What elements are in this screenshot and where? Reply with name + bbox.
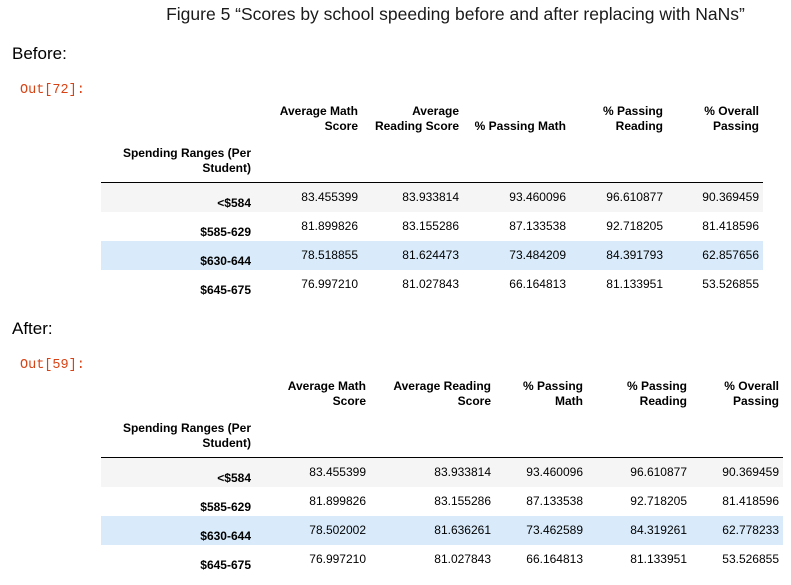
row-label: <$584 (217, 470, 251, 485)
before-col-header: Average Math Score (279, 104, 358, 133)
cell: 83.155286 (434, 494, 491, 508)
cell: 62.857656 (702, 248, 759, 262)
cell: 87.133538 (509, 219, 566, 233)
table-row: $645-675 76.997210 81.027843 66.164813 8… (101, 269, 763, 299)
cell: 81.899826 (309, 494, 366, 508)
cell: 81.899826 (301, 219, 358, 233)
cell: 93.460096 (526, 465, 583, 480)
figure-title: Figure 5 “Scores by school speeding befo… (166, 4, 745, 24)
cell: 90.369459 (722, 465, 779, 480)
after-dataframe: Average Math Score Average Reading Score… (101, 375, 783, 574)
cell: 78.518855 (301, 248, 358, 262)
before-index-name-row: Spending Ranges (Per Student) (101, 134, 763, 183)
table-row: $645-675 76.997210 81.027843 66.164813 8… (101, 544, 783, 574)
cell: 81.418596 (702, 219, 759, 233)
cell: 66.164813 (509, 277, 566, 291)
cell: 81.027843 (402, 277, 459, 291)
cell: 84.319261 (630, 523, 687, 537)
cell: 73.484209 (509, 248, 566, 262)
after-index-name-row: Spending Ranges (Per Student) (101, 409, 783, 458)
cell: 66.164813 (526, 552, 583, 566)
after-index-name: Spending Ranges (Per Student) (122, 421, 251, 450)
cell: 83.933814 (402, 190, 459, 205)
cell: 93.460096 (509, 190, 566, 205)
cell: 81.027843 (434, 552, 491, 566)
cell: 92.718205 (630, 494, 687, 508)
row-label: $630-644 (200, 528, 251, 543)
cell: 83.933814 (434, 465, 491, 480)
cell: 83.455399 (301, 190, 358, 205)
after-out-prompt: Out[59]: (20, 358, 85, 373)
after-col-header: % Overall Passing (724, 379, 779, 408)
before-header-blank (101, 100, 261, 134)
table-row: <$584 83.455399 83.933814 93.460096 96.6… (101, 182, 763, 212)
cell: 53.526855 (722, 552, 779, 566)
cell: 76.997210 (301, 277, 358, 291)
cell: 81.418596 (722, 494, 779, 508)
before-col-header: % Passing Reading (602, 104, 663, 133)
table-row: $585-629 81.899826 83.155286 87.133538 9… (101, 486, 783, 516)
after-col-header: Average Reading Score (393, 379, 491, 408)
cell: 81.133951 (630, 552, 687, 566)
row-label: $585-629 (200, 224, 251, 239)
cell: 62.778233 (722, 523, 779, 537)
cell: 87.133538 (526, 494, 583, 508)
table-row: <$584 83.455399 83.933814 93.460096 96.6… (101, 457, 783, 487)
cell: 83.455399 (309, 465, 366, 480)
after-header-row: Average Math Score Average Reading Score… (101, 375, 783, 409)
before-col-header: Average Reading Score (374, 104, 459, 133)
before-col-header: % Passing Math (474, 119, 566, 133)
cell: 78.502002 (309, 523, 366, 537)
cell: 83.155286 (402, 219, 459, 233)
cell: 53.526855 (702, 277, 759, 291)
cell: 96.610877 (630, 465, 687, 480)
row-label: $645-675 (200, 282, 251, 297)
cell: 76.997210 (309, 552, 366, 566)
cell: 84.391793 (606, 248, 663, 262)
cell: 96.610877 (606, 190, 663, 205)
before-col-header: % Overall Passing (704, 104, 759, 133)
before-label: Before: (12, 44, 67, 63)
row-label: $630-644 (200, 253, 251, 268)
cell: 90.369459 (702, 190, 759, 205)
before-out-prompt: Out[72]: (20, 83, 85, 98)
cell: 81.624473 (402, 248, 459, 262)
cell: 92.718205 (606, 219, 663, 233)
cell: 81.636261 (434, 523, 491, 537)
before-header-row: Average Math Score Average Reading Score… (101, 100, 763, 134)
after-col-header: % Passing Math (522, 379, 583, 408)
table-row-highlighted: $630-644 78.518855 81.624473 73.484209 8… (101, 240, 763, 270)
after-col-header: Average Math Score (287, 379, 366, 408)
before-index-name: Spending Ranges (Per Student) (122, 146, 251, 175)
after-header-blank (101, 375, 261, 409)
table-row-highlighted: $630-644 78.502002 81.636261 73.462589 8… (101, 515, 783, 545)
row-label: <$584 (217, 195, 251, 210)
row-label: $645-675 (200, 557, 251, 572)
after-label: After: (12, 319, 53, 338)
table-row: $585-629 81.899826 83.155286 87.133538 9… (101, 211, 763, 241)
cell: 81.133951 (606, 277, 663, 291)
after-col-header: % Passing Reading (626, 379, 687, 408)
cell: 73.462589 (526, 523, 583, 537)
before-dataframe: Average Math Score Average Reading Score… (101, 100, 763, 299)
row-label: $585-629 (200, 499, 251, 514)
